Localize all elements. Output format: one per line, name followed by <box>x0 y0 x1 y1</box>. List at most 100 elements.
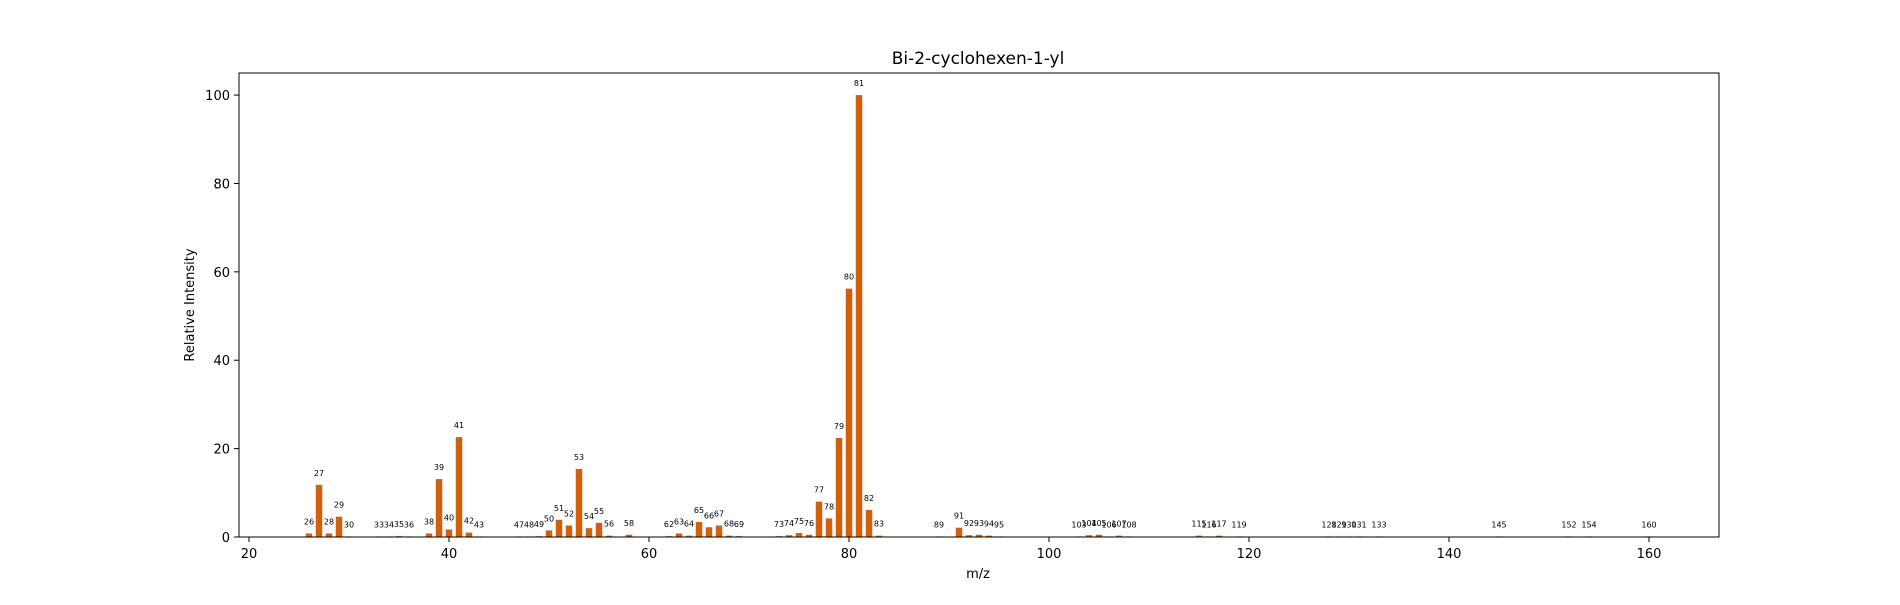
peak-label-106: 106 <box>1101 520 1116 529</box>
peak-label-58: 58 <box>624 519 634 528</box>
peak-bar-64 <box>685 535 693 537</box>
peak-bar-93 <box>975 534 983 537</box>
y-tick-label-20: 20 <box>213 443 230 458</box>
peak-label-129: 129 <box>1331 520 1346 529</box>
peak-label-69: 69 <box>734 520 744 529</box>
peak-label-73: 73 <box>774 520 784 529</box>
peak-bar-81 <box>855 95 863 537</box>
peak-label-89: 89 <box>934 520 944 529</box>
peak-bar-50 <box>545 530 553 537</box>
peak-bar-51 <box>555 519 563 537</box>
peak-label-27: 27 <box>314 469 324 478</box>
x-tick-label-60: 60 <box>641 547 658 562</box>
peak-label-68: 68 <box>724 520 734 529</box>
peak-label-36: 36 <box>404 520 414 529</box>
peak-label-74: 74 <box>784 519 794 528</box>
peak-label-64: 64 <box>684 520 694 529</box>
y-tick-label-100: 100 <box>205 89 230 104</box>
peak-bar-74 <box>785 535 793 537</box>
peak-label-78: 78 <box>824 502 834 511</box>
peak-bar-52 <box>565 525 573 537</box>
peak-label-76: 76 <box>804 519 814 528</box>
peak-bar-66 <box>705 527 713 537</box>
peak-bar-67 <box>715 525 723 537</box>
peak-bar-65 <box>695 521 703 537</box>
peak-label-66: 66 <box>704 511 714 520</box>
peak-label-41: 41 <box>454 421 464 430</box>
peak-bar-29 <box>335 516 343 537</box>
peak-label-52: 52 <box>564 510 574 519</box>
peak-label-42: 42 <box>464 517 474 526</box>
peak-label-54: 54 <box>584 512 594 521</box>
peak-label-62: 62 <box>664 520 674 529</box>
y-tick-label-0: 0 <box>222 531 230 546</box>
peak-bar-58 <box>625 534 633 537</box>
y-axis-label: Relative Intensity <box>183 248 198 361</box>
peak-bar-75 <box>795 533 803 537</box>
x-tick-label-120: 120 <box>1237 547 1262 562</box>
peak-label-33: 33 <box>374 520 384 529</box>
peak-bar-56 <box>605 535 613 537</box>
peak-label-47: 47 <box>514 520 524 529</box>
peak-bar-91 <box>955 527 963 537</box>
peak-label-94: 94 <box>984 520 994 529</box>
peak-label-119: 119 <box>1231 520 1246 529</box>
peak-label-56: 56 <box>604 520 614 529</box>
x-tick-label-140: 140 <box>1437 547 1462 562</box>
peak-bar-104 <box>1085 535 1093 537</box>
peak-label-145: 145 <box>1491 520 1506 529</box>
peak-bar-105 <box>1095 534 1103 537</box>
peak-bar-27 <box>315 484 323 537</box>
peak-bar-82 <box>865 510 873 537</box>
peak-label-105: 105 <box>1091 519 1106 528</box>
peak-label-51: 51 <box>554 504 564 513</box>
x-tick-label-20: 20 <box>241 547 258 562</box>
plot-frame <box>238 72 1720 538</box>
peak-label-75: 75 <box>794 517 804 526</box>
peak-bar-117 <box>1215 535 1223 537</box>
peak-bar-76 <box>805 534 813 537</box>
x-tick-label-40: 40 <box>441 547 458 562</box>
peak-label-49: 49 <box>534 520 544 529</box>
peak-bar-107 <box>1115 535 1123 537</box>
peak-label-48: 48 <box>524 520 534 529</box>
peak-label-67: 67 <box>714 510 724 519</box>
peak-bar-42 <box>465 532 473 537</box>
peak-bar-80 <box>845 288 853 537</box>
peak-label-43: 43 <box>474 520 484 529</box>
peak-bar-38 <box>425 533 433 537</box>
peak-bar-54 <box>585 528 593 537</box>
x-axis-label: m/z <box>966 567 990 582</box>
peak-label-128: 128 <box>1321 520 1336 529</box>
peak-label-152: 152 <box>1561 520 1576 529</box>
peak-label-26: 26 <box>304 517 314 526</box>
x-tick-label-80: 80 <box>841 547 858 562</box>
peak-bar-55 <box>595 522 603 537</box>
x-axis: 20 40 60 80 100 120 140 160 <box>241 537 1662 562</box>
chart-title: Bi-2-cyclohexen-1-yl <box>892 49 1065 69</box>
peak-label-35: 35 <box>394 520 404 529</box>
x-tick-label-160: 160 <box>1637 547 1662 562</box>
peak-label-131: 131 <box>1351 520 1366 529</box>
peak-label-34: 34 <box>384 520 394 529</box>
peak-label-79: 79 <box>834 422 844 431</box>
peak-bar-68 <box>725 535 733 537</box>
peak-bar-40 <box>445 529 453 537</box>
peak-label-108: 108 <box>1121 520 1136 529</box>
peak-bar-41 <box>455 437 463 537</box>
peak-bar-79 <box>835 438 843 537</box>
peak-label-154: 154 <box>1581 520 1596 529</box>
peak-label-117: 117 <box>1211 520 1226 529</box>
peak-label-28: 28 <box>324 517 334 526</box>
y-tick-label-80: 80 <box>213 177 230 192</box>
peak-bar-115 <box>1195 535 1203 537</box>
peak-label-55: 55 <box>594 507 604 516</box>
peak-bar-78 <box>825 518 833 537</box>
peak-label-80: 80 <box>844 273 854 282</box>
peak-bar-83 <box>875 535 883 537</box>
peak-label-30: 30 <box>344 520 354 529</box>
peak-bar-39 <box>435 479 443 537</box>
y-tick-label-40: 40 <box>213 354 230 369</box>
